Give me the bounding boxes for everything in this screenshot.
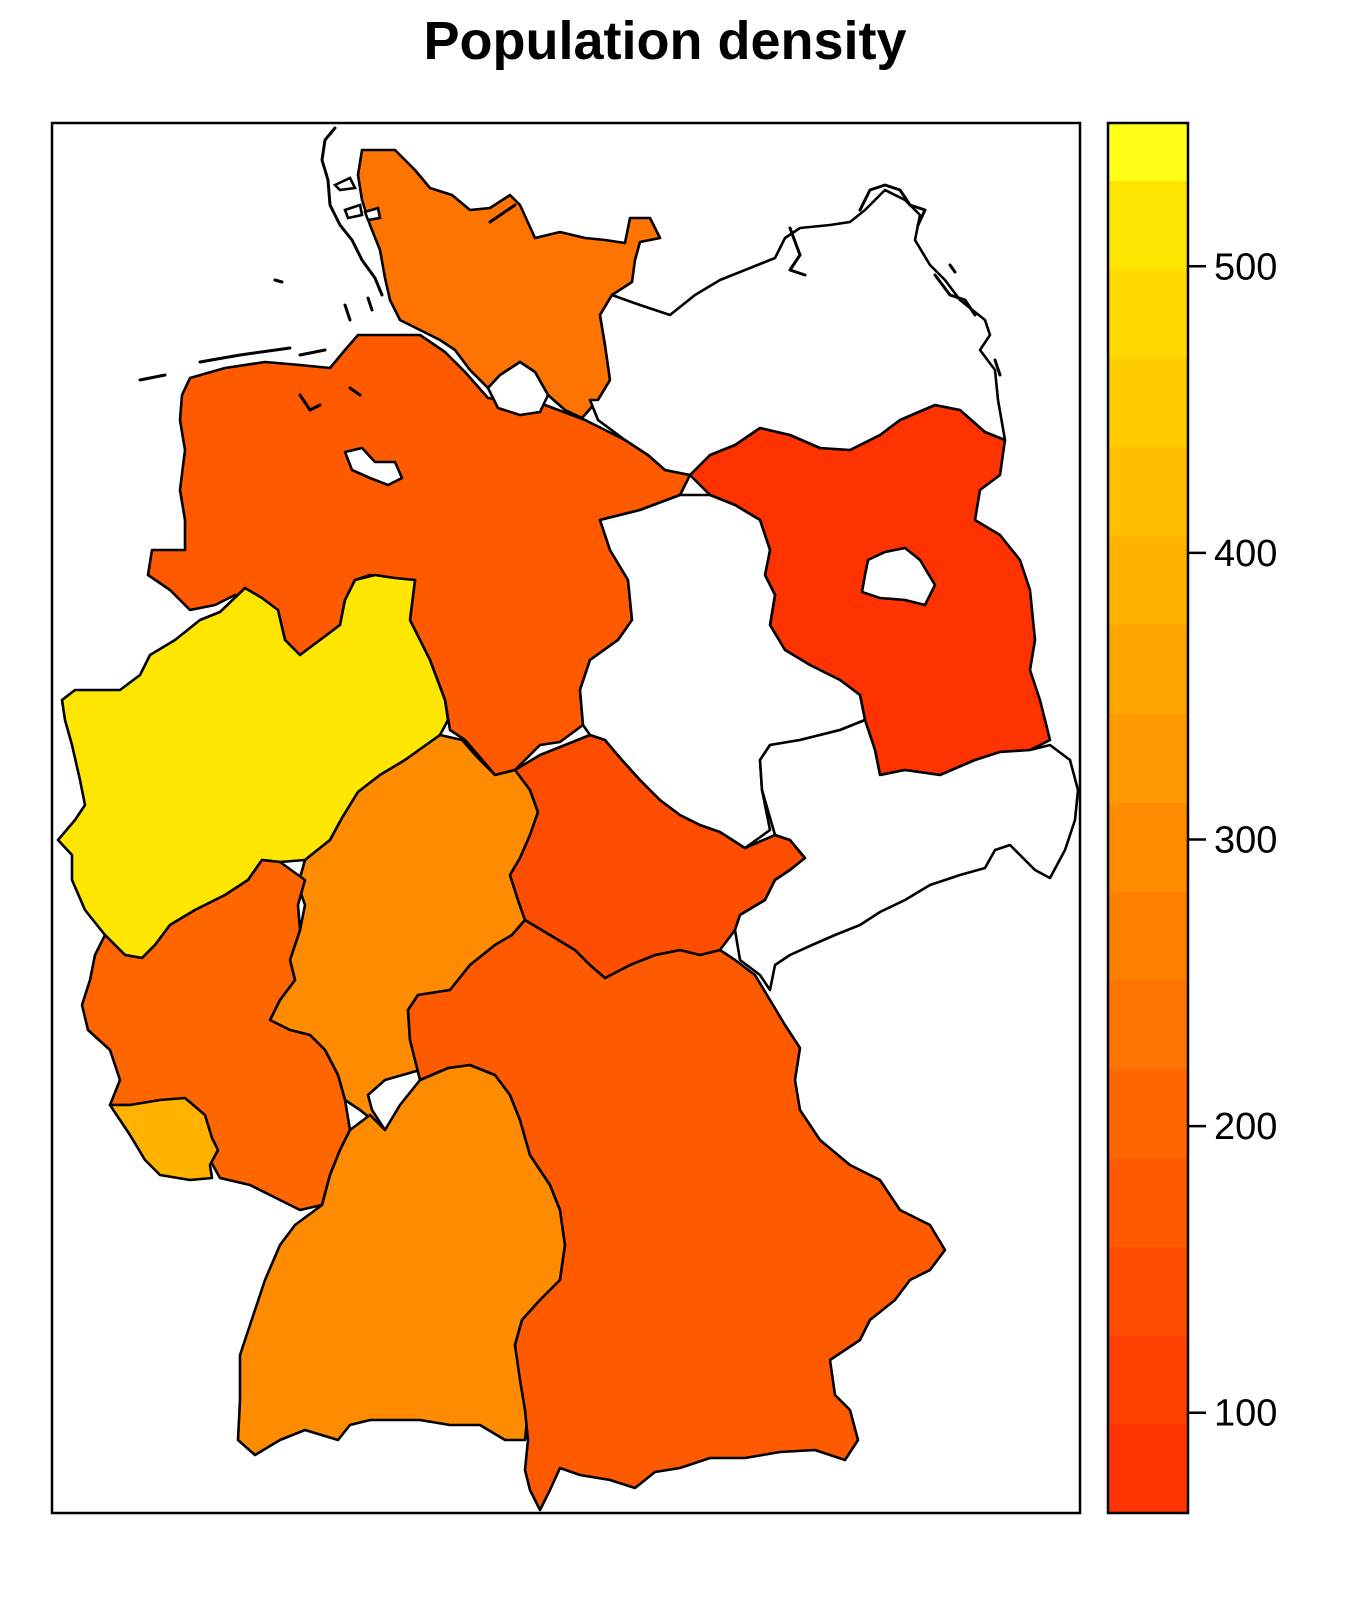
color-legend: 100 200 300 400 500: [1106, 121, 1277, 1515]
map-title: Population density: [423, 11, 907, 71]
legend-bin-1: [1108, 1335, 1188, 1425]
legend-tick-label: 400: [1214, 533, 1277, 575]
legend-tick-label: 300: [1214, 819, 1277, 861]
unfilled-regions: [343, 188, 1080, 992]
legend-bin-0: [1108, 1424, 1188, 1514]
region-sachsen: [733, 718, 1080, 992]
region-berlin: [860, 546, 937, 607]
region-saarland: [108, 1096, 220, 1182]
legend-bin-13: [1108, 269, 1188, 359]
legend-bin-10: [1108, 535, 1188, 626]
legend-bin-15: [1108, 123, 1188, 181]
legend-bin-4: [1108, 1068, 1188, 1159]
region-bayern: [406, 918, 947, 1512]
legend-bin-2: [1108, 1246, 1188, 1336]
legend-bin-5: [1108, 979, 1188, 1070]
legend-bin-11: [1108, 446, 1188, 537]
legend-bin-14: [1108, 180, 1188, 270]
legend-bin-12: [1108, 358, 1188, 448]
legend-bin-9: [1108, 624, 1188, 714]
legend-tick-label: 500: [1214, 246, 1277, 288]
legend-tick-label: 200: [1214, 1106, 1277, 1148]
legend-bin-3: [1108, 1157, 1188, 1247]
region-mecklenburg-vorpommern: [588, 188, 1007, 477]
state-regions: [56, 148, 1052, 1512]
legend-bin-8: [1108, 713, 1188, 803]
coastline-details: [138, 126, 1002, 412]
region-hamburg: [486, 360, 550, 417]
region-bremen: [343, 446, 404, 487]
legend-tick-label: 100: [1214, 1393, 1277, 1435]
legend-bin-6: [1108, 891, 1188, 981]
map-frame: [50, 121, 1082, 1515]
legend-bin-7: [1108, 802, 1188, 892]
legend-frame: [1106, 121, 1190, 1515]
